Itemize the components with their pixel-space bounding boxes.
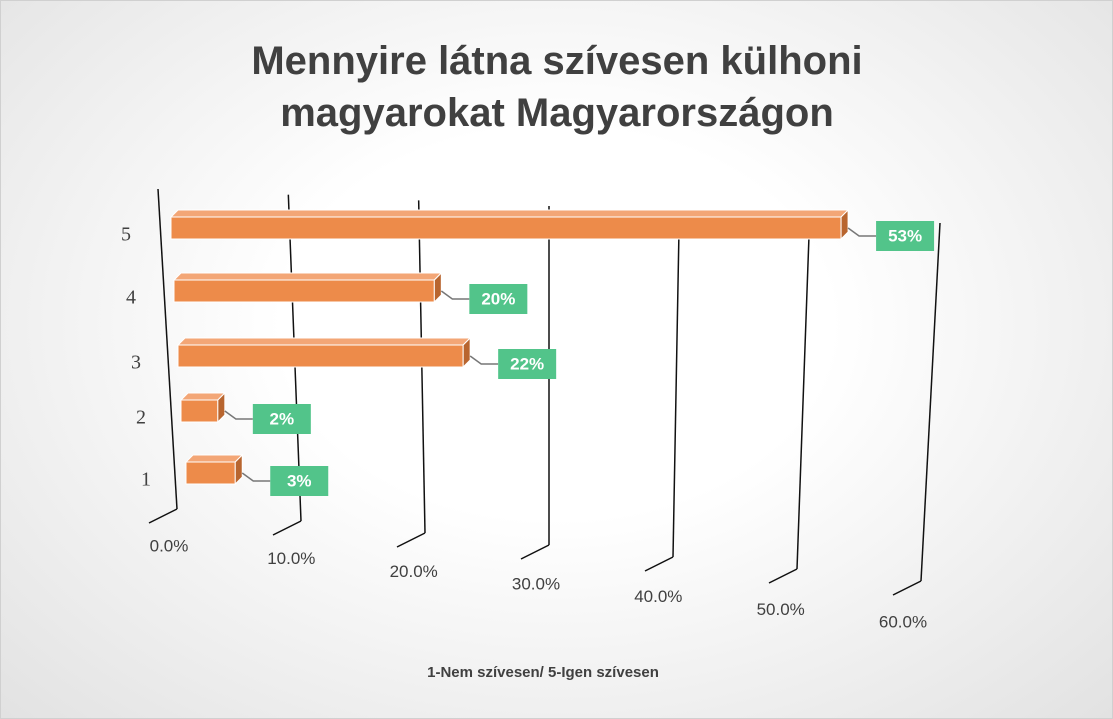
grid-foot [644,556,674,572]
bar-end [462,336,471,369]
x-tick-label: 20.0% [390,562,438,581]
x-tick-label: 60.0% [879,612,927,631]
x-tick-label: 50.0% [757,600,805,619]
bar-end [433,271,442,304]
grid-foot [520,544,550,560]
grid-line [157,188,178,510]
label-leader [224,410,253,420]
grid-line [796,217,811,570]
bar-top [169,209,850,218]
value-label-box [469,284,528,314]
category-label: 4 [126,287,136,309]
value-label-box [498,349,557,379]
value-label: 22% [510,354,544,373]
value-label: 20% [481,289,515,308]
value-label-box [876,221,935,251]
grid-line [920,222,941,582]
bar [185,461,236,485]
bar-top [184,454,244,463]
grid-foot [272,520,302,536]
grid-foot [892,580,922,596]
label-leader [469,355,499,365]
chart-title: Mennyire látna szívesen külhoni magyarok… [251,39,863,135]
value-label: 53% [888,226,922,245]
x-tick-label: 0.0% [150,536,189,555]
bar [177,344,464,368]
value-label: 2% [270,409,295,428]
x-tick-label: 10.0% [267,549,315,568]
grid-foot [148,508,178,524]
bar [173,279,435,303]
x-tick-label: 40.0% [634,587,682,606]
label-leader [847,227,877,237]
label-leader [241,472,271,482]
bar [170,216,842,240]
category-label: 1 [141,469,151,491]
label-leader [440,290,470,300]
bar-end [234,453,243,486]
grid-line [672,211,681,558]
category-label: 3 [131,352,141,374]
grid-foot [768,568,798,584]
grid-foot [396,532,426,548]
value-label: 3% [287,471,312,490]
bar-top [176,337,472,346]
value-label-box [252,404,311,434]
x-axis-title: 1-Nem szívesen/ 5-Igen szívesen [427,664,659,681]
bar-end [840,208,849,241]
value-label-box [270,466,329,496]
bar-end [217,391,226,424]
category-label: 2 [136,407,146,429]
category-label: 5 [121,224,131,246]
bar [180,399,219,423]
bar-top [172,272,443,281]
x-tick-label: 30.0% [512,574,560,593]
